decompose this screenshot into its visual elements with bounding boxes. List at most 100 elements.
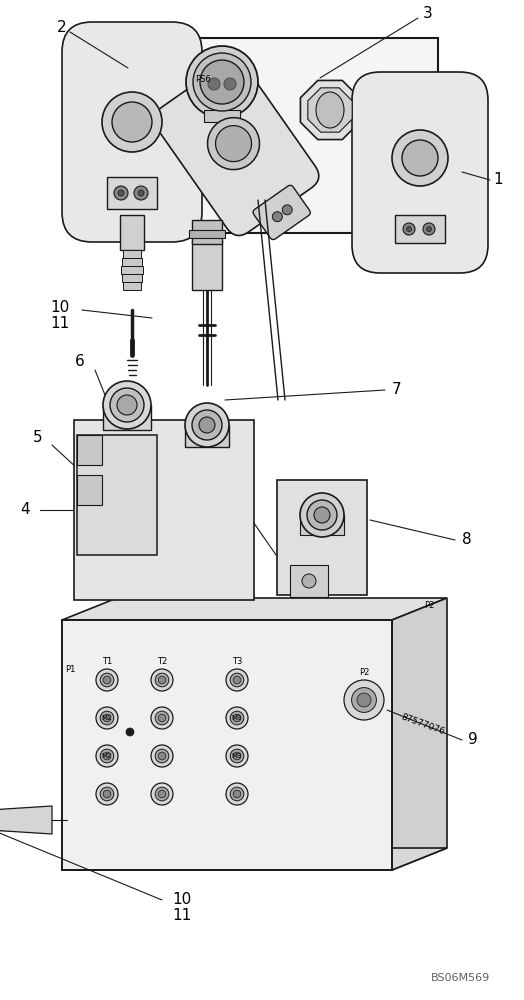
Polygon shape [308, 88, 352, 132]
Bar [395, 215, 445, 243]
Bar [123, 250, 141, 258]
Circle shape [96, 669, 118, 691]
Circle shape [96, 783, 118, 805]
Text: P1: P1 [65, 666, 75, 674]
Circle shape [96, 745, 118, 767]
FancyBboxPatch shape [154, 60, 319, 236]
Text: 10: 10 [50, 300, 70, 316]
Bar [122, 258, 142, 266]
Circle shape [100, 711, 114, 725]
Circle shape [126, 728, 134, 736]
Circle shape [352, 688, 376, 712]
Circle shape [158, 714, 166, 722]
Text: BS06M569: BS06M569 [431, 973, 490, 983]
Circle shape [117, 395, 137, 415]
Text: 11: 11 [172, 908, 191, 924]
FancyBboxPatch shape [253, 185, 310, 240]
Text: P2: P2 [359, 668, 369, 677]
Bar [77, 475, 102, 505]
Circle shape [102, 92, 162, 152]
Bar [277, 480, 367, 595]
Circle shape [200, 60, 244, 104]
Bar [300, 515, 344, 535]
Circle shape [224, 78, 236, 90]
Circle shape [118, 190, 124, 196]
Text: M2: M2 [102, 753, 112, 759]
Circle shape [155, 711, 169, 725]
Circle shape [158, 790, 166, 798]
Circle shape [112, 102, 152, 142]
Circle shape [151, 707, 173, 729]
Text: 8: 8 [462, 532, 472, 548]
Bar [120, 215, 144, 250]
Circle shape [233, 714, 241, 722]
Circle shape [192, 410, 222, 440]
Circle shape [155, 749, 169, 763]
Text: 11: 11 [50, 316, 70, 332]
Bar [290, 565, 328, 597]
Text: 1: 1 [493, 172, 503, 188]
Circle shape [100, 787, 114, 801]
Circle shape [103, 790, 111, 798]
Circle shape [155, 673, 169, 687]
Circle shape [151, 669, 173, 691]
Polygon shape [300, 80, 359, 140]
Circle shape [233, 676, 241, 684]
Circle shape [272, 212, 282, 222]
Circle shape [103, 676, 111, 684]
Circle shape [344, 680, 384, 720]
Bar [123, 282, 141, 290]
Circle shape [100, 673, 114, 687]
Polygon shape [62, 848, 447, 870]
Circle shape [158, 676, 166, 684]
Bar [74, 420, 254, 600]
Circle shape [392, 130, 448, 186]
Text: 87577076: 87577076 [400, 713, 446, 737]
Text: 10: 10 [172, 892, 191, 908]
Text: 3: 3 [423, 6, 433, 21]
Circle shape [226, 669, 248, 691]
Circle shape [208, 118, 259, 170]
Circle shape [199, 417, 215, 433]
Circle shape [110, 388, 144, 422]
Circle shape [314, 507, 330, 523]
Polygon shape [62, 598, 447, 620]
Circle shape [403, 223, 415, 235]
Bar [103, 405, 151, 430]
Bar [185, 425, 229, 447]
Text: 2: 2 [57, 20, 67, 35]
Circle shape [151, 783, 173, 805]
Circle shape [307, 500, 337, 530]
Circle shape [138, 190, 144, 196]
Text: 9: 9 [468, 732, 478, 748]
Bar [0, 810, 47, 830]
Text: 7: 7 [392, 382, 401, 397]
FancyBboxPatch shape [62, 22, 202, 242]
Circle shape [96, 707, 118, 729]
Text: 4: 4 [20, 502, 30, 518]
Circle shape [208, 78, 220, 90]
Circle shape [103, 752, 111, 760]
Polygon shape [392, 598, 447, 870]
Circle shape [230, 673, 244, 687]
Text: M3: M3 [232, 715, 242, 721]
Circle shape [100, 749, 114, 763]
Circle shape [427, 227, 431, 232]
Circle shape [407, 227, 411, 232]
Circle shape [158, 752, 166, 760]
Bar [122, 274, 142, 282]
Circle shape [230, 711, 244, 725]
Circle shape [151, 745, 173, 767]
Bar [189, 230, 225, 238]
Polygon shape [0, 806, 52, 834]
Circle shape [226, 783, 248, 805]
Text: 6: 6 [75, 355, 85, 369]
Circle shape [357, 693, 371, 707]
Circle shape [155, 787, 169, 801]
Bar [192, 220, 222, 244]
Bar [77, 435, 157, 555]
Circle shape [193, 53, 251, 111]
Text: 5: 5 [32, 430, 42, 446]
Circle shape [103, 381, 151, 429]
Circle shape [230, 787, 244, 801]
